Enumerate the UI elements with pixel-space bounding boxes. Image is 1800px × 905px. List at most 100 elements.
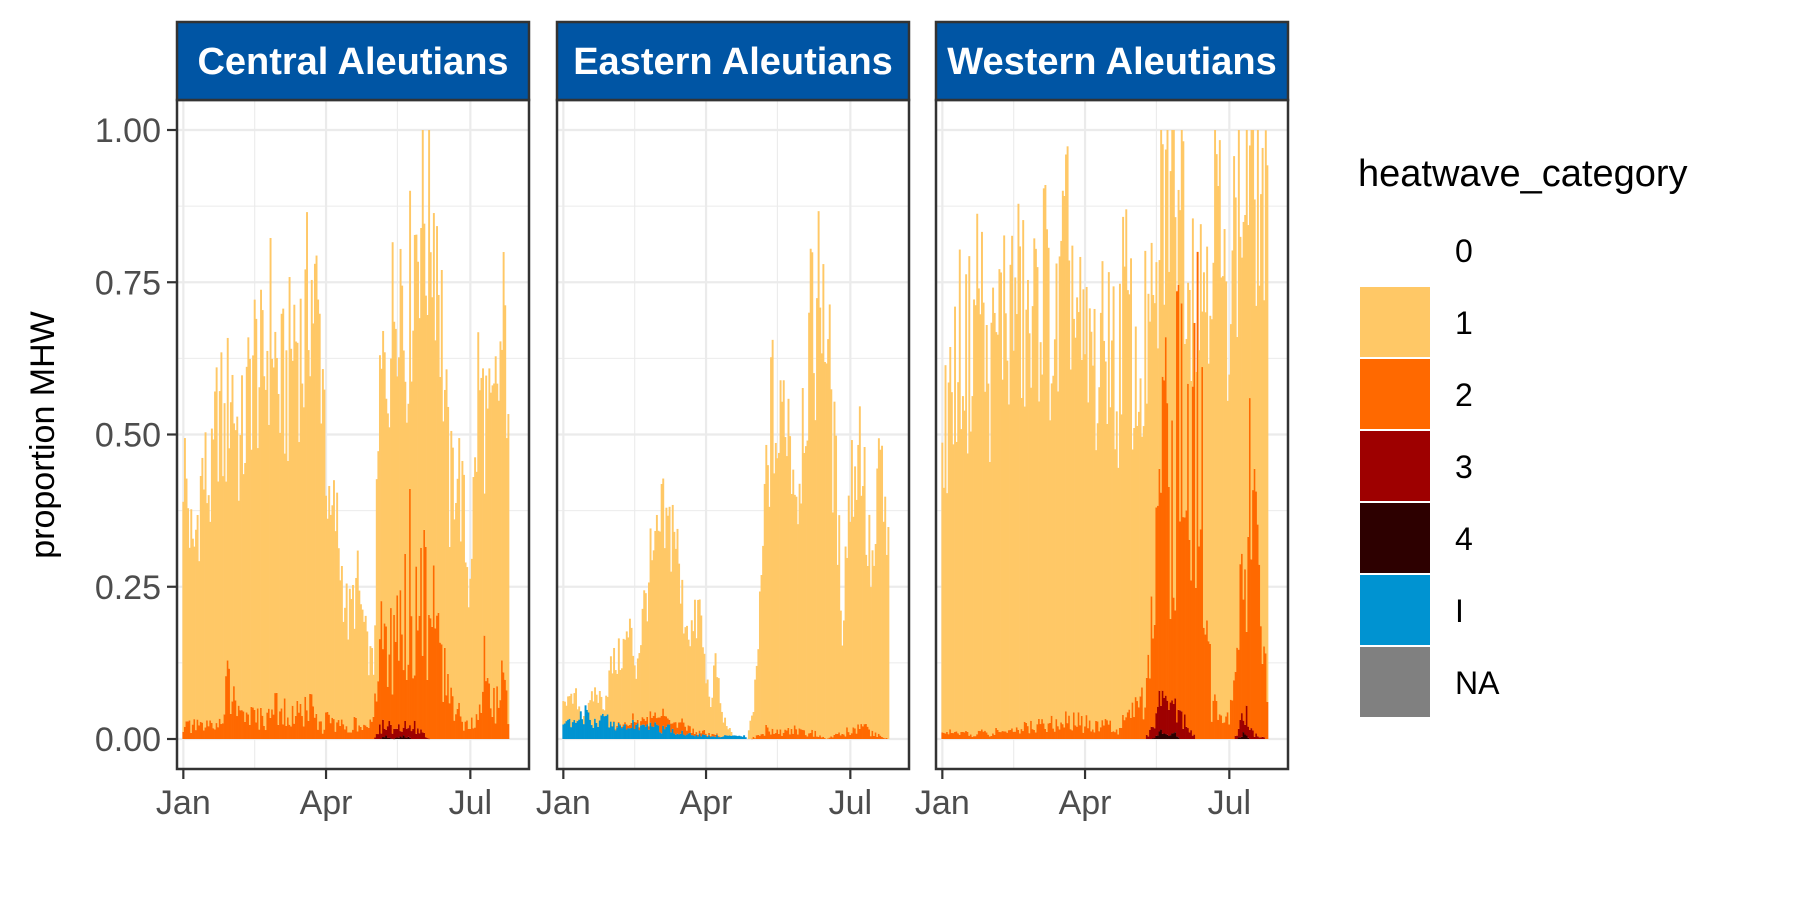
bar-segment-cat-4 (1171, 733, 1174, 739)
bar-segment-cat-I (576, 721, 579, 739)
bar-segment-cat-2 (304, 696, 307, 739)
bar-segment-cat-3 (383, 728, 386, 738)
bar-segment-cat-1 (708, 696, 711, 733)
legend-key (1360, 359, 1430, 429)
bar-segment-cat-I (638, 730, 641, 739)
bar-segment-cat-1 (1012, 350, 1015, 732)
bar-segment-cat-I (567, 719, 570, 739)
bar-segment-cat-2 (1028, 733, 1031, 739)
bar-segment-cat-1 (1126, 290, 1129, 713)
bar-segment-cat-2 (1229, 699, 1232, 739)
bar-segment-cat-2 (719, 736, 722, 738)
bar-segment-cat-2 (445, 695, 448, 739)
bar-segment-cat-2 (687, 725, 690, 734)
bar-segment-cat-1 (776, 458, 779, 730)
bar-segment-cat-1 (477, 332, 480, 720)
bar-segment-cat-2 (1182, 517, 1185, 729)
bar-segment-cat-1 (657, 530, 660, 718)
bar-segment-cat-4 (1244, 734, 1247, 739)
bar-segment-cat-2 (849, 734, 852, 739)
bar-segment-cat-1 (229, 402, 232, 714)
bar-segment-cat-1 (1033, 238, 1036, 730)
bar-segment-cat-2 (1155, 507, 1158, 714)
bar-segment-cat-2 (505, 690, 508, 739)
bar-segment-cat-I (684, 735, 687, 739)
bar-segment-cat-1 (641, 608, 644, 718)
bar-segment-cat-2 (464, 721, 467, 739)
bar-segment-cat-2 (1141, 687, 1144, 739)
bar-segment-cat-4 (409, 737, 412, 739)
bar-segment-cat-1 (1150, 242, 1153, 597)
bar-segment-cat-4 (405, 737, 408, 739)
bar-segment-cat-2 (789, 734, 792, 739)
bar-segment-cat-2 (398, 660, 400, 725)
bar-segment-cat-1 (443, 389, 446, 648)
bar-segment-cat-1 (1120, 414, 1123, 728)
bar-segment-cat-3 (1161, 690, 1164, 734)
bar-segment-cat-1 (866, 565, 869, 727)
bar-segment-cat-1 (386, 413, 389, 687)
bar-segment-cat-1 (437, 294, 440, 613)
bar-segment-cat-2 (244, 721, 247, 739)
bar-segment-cat-1 (613, 647, 616, 722)
bar-segment-cat-1 (260, 289, 263, 708)
bar-segment-cat-1 (941, 442, 944, 733)
bar-segment-cat-1 (1049, 420, 1052, 723)
bar-segment-cat-2 (285, 725, 288, 739)
bar-segment-cat-I (614, 730, 617, 739)
bar-segment-cat-2 (477, 719, 480, 739)
bar-segment-cat-2 (955, 731, 958, 739)
bar-segment-cat-2 (973, 736, 976, 739)
bar-segment-cat-1 (973, 299, 976, 737)
bar-segment-cat-2 (424, 546, 427, 738)
bar-segment-cat-2 (765, 724, 768, 739)
bar-segment-cat-2 (283, 698, 286, 739)
bar-segment-cat-1 (671, 504, 674, 724)
bar-segment-cat-3 (1150, 726, 1153, 739)
bar-segment-cat-2 (198, 725, 201, 739)
bar-segment-cat-1 (1236, 337, 1239, 648)
bar-segment-cat-2 (474, 727, 477, 739)
bar-segment-cat-1 (501, 349, 504, 661)
bar-segment-cat-2 (1088, 720, 1091, 739)
bar-segment-cat-1 (947, 382, 950, 735)
bar-segment-cat-2 (1176, 291, 1178, 723)
bar-segment-cat-2 (1214, 694, 1217, 739)
bar-segment-cat-1 (182, 501, 185, 732)
bar-segment-cat-2 (469, 728, 472, 739)
bar-segment-cat-1 (865, 554, 868, 724)
bar-segment-cat-2 (1055, 719, 1058, 739)
bar-segment-cat-1 (996, 334, 999, 730)
bar-segment-cat-2 (1253, 468, 1256, 737)
bar-segment-cat-1 (1087, 402, 1090, 729)
bar-segment-cat-2 (1085, 715, 1088, 739)
bar-segment-cat-2 (372, 716, 375, 739)
bar-segment-cat-1 (784, 437, 787, 730)
bar-segment-cat-I (665, 726, 668, 739)
bar-segment-cat-1 (405, 422, 408, 680)
bar-segment-cat-3 (375, 734, 378, 739)
bar-segment-cat-I (720, 736, 723, 739)
bar-segment-cat-1 (258, 387, 261, 730)
bar-segment-cat-2 (827, 738, 830, 739)
bar-segment-cat-I (630, 728, 633, 739)
bar-segment-cat-1 (798, 483, 801, 729)
bar-segment-cat-2 (377, 681, 380, 735)
bar-segment-cat-1 (714, 653, 717, 735)
bar-segment-cat-1 (355, 578, 358, 718)
bar-segment-cat-2 (660, 715, 663, 734)
bar-segment-cat-1 (1188, 289, 1191, 540)
bar-segment-cat-2 (359, 726, 362, 739)
bar-segment-cat-2 (1218, 714, 1221, 739)
bar-segment-cat-1 (306, 212, 308, 711)
bar-segment-cat-1 (436, 226, 439, 616)
bar-segment-cat-2 (682, 722, 685, 735)
bar-segment-cat-I (609, 721, 612, 739)
bar-segment-cat-2 (817, 736, 820, 739)
bar-segment-cat-1 (328, 485, 331, 715)
bar-segment-cat-4 (1245, 735, 1248, 739)
bar-segment-cat-2 (1112, 731, 1115, 739)
bar-segment-cat-2 (640, 721, 643, 726)
bar-segment-cat-1 (779, 380, 782, 730)
bar-segment-cat-1 (701, 647, 704, 731)
